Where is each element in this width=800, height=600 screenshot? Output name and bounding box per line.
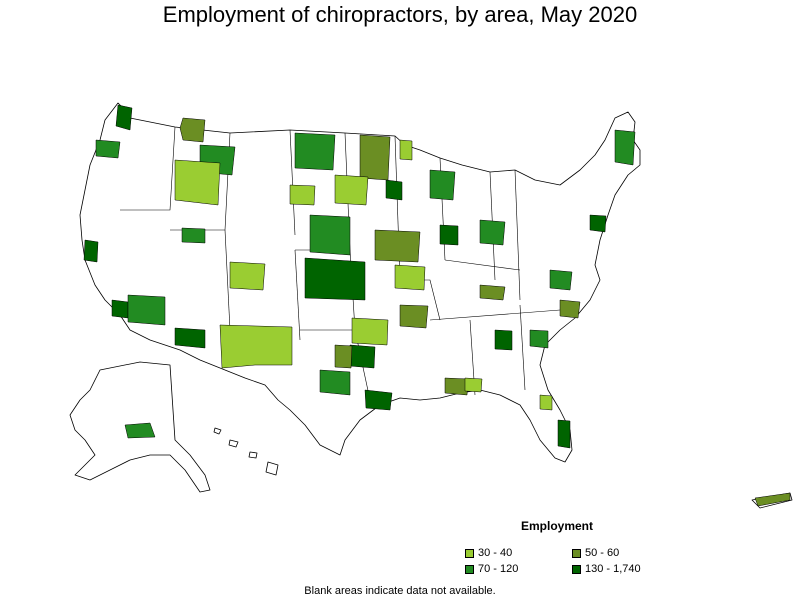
area-sanfran-dark xyxy=(83,239,99,263)
legend-title: Employment xyxy=(521,519,594,533)
legend-label-130-1740: 130 - 1,740 xyxy=(585,563,641,575)
area-georgia-mid xyxy=(529,329,549,349)
legend-swatch-130-1740 xyxy=(572,564,581,574)
area-mississippi-light xyxy=(464,377,483,393)
area-montana-olive xyxy=(179,117,206,143)
area-houston-dark xyxy=(364,389,393,411)
area-kentucky-olive xyxy=(479,284,506,301)
area-arkansas-olive xyxy=(399,304,429,329)
hawaii-island-2 xyxy=(228,439,239,448)
legend-swatch-50-60 xyxy=(572,548,581,558)
hawaii-island-3 xyxy=(248,451,258,459)
area-northdakota-mid xyxy=(294,132,336,171)
area-atlanta-dark xyxy=(494,329,513,351)
area-utah-light xyxy=(229,261,266,291)
legend-label-50-60: 50 - 60 xyxy=(585,547,620,559)
area-idaho-light xyxy=(174,159,221,206)
area-wyoming-light xyxy=(289,184,316,206)
area-northdakota-light xyxy=(399,139,413,161)
legend-label-30-40: 30 - 40 xyxy=(478,547,513,559)
area-colorado-mid xyxy=(181,227,206,244)
area-arizona-mid xyxy=(127,294,166,326)
area-kansas-dark xyxy=(304,257,366,301)
area-nebraska-mid xyxy=(309,214,351,256)
area-minnesota-olive xyxy=(359,134,391,181)
area-michigan-mid xyxy=(429,169,456,201)
legend-item-30-40: 30 - 40 xyxy=(465,546,512,560)
area-oklahoma-light xyxy=(351,317,389,346)
legend-swatch-70-120 xyxy=(465,564,474,574)
area-newmexico-light xyxy=(219,324,293,369)
area-miami-dark xyxy=(557,419,571,449)
area-alaska-mid xyxy=(124,422,156,439)
map-footnote: Blank areas indicate data not available. xyxy=(304,585,496,597)
area-virginia-mid xyxy=(549,269,573,291)
area-oklahoma-mid xyxy=(319,369,351,396)
map-title: Employment of chiropractors, by area, Ma… xyxy=(162,2,638,27)
area-chicago-dark xyxy=(439,224,459,246)
hawaii-island-1 xyxy=(213,427,222,435)
legend-item-70-120: 70 - 120 xyxy=(465,562,518,576)
area-dallas-dark xyxy=(349,344,376,369)
area-southdakota-light xyxy=(334,174,369,206)
legend-item-50-60: 50 - 60 xyxy=(572,546,619,560)
area-puerto-rico-olive xyxy=(754,492,791,507)
area-carolina-olive xyxy=(559,299,581,319)
area-florida-light xyxy=(539,394,553,411)
area-midwest-dark xyxy=(385,179,403,201)
area-tucson-dark xyxy=(174,327,206,349)
area-ohio-mid xyxy=(479,219,506,246)
area-maine-mid xyxy=(614,129,636,166)
legend-label-70-120: 70 - 120 xyxy=(478,563,519,575)
area-alabama-olive xyxy=(444,377,469,396)
area-iowa-olive xyxy=(374,229,421,263)
area-texas-olive xyxy=(334,344,353,369)
legend-item-130-1740: 130 - 1,740 xyxy=(572,562,641,576)
area-ny-dark xyxy=(589,214,607,233)
area-losangeles-dark xyxy=(111,299,129,319)
area-seattle-dark xyxy=(115,104,133,131)
hawaii-island-4 xyxy=(265,461,279,476)
area-missouri-light xyxy=(394,264,426,291)
area-oregon-mid xyxy=(95,139,121,159)
legend-swatch-30-40 xyxy=(465,548,474,558)
